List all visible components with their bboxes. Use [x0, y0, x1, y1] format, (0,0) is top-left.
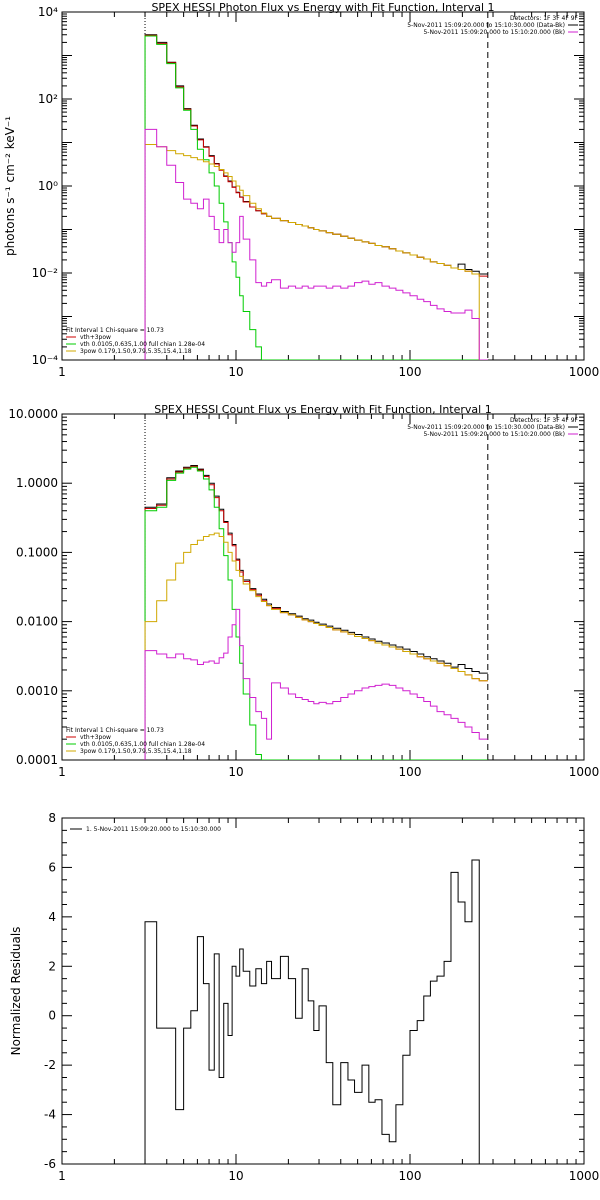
- series-line-vth: [144, 35, 488, 360]
- y-tick-label: 0.0010: [16, 684, 58, 698]
- legend-label: 1. 5-Nov-2011 15:09:20.000 to 15:10:30.0…: [86, 826, 221, 833]
- legend-label: 5-Nov-2011 15:09:20.000 to 15:10:30.000 …: [407, 424, 565, 431]
- legend-header: Detectors: 1F 3F 4F 9F: [510, 15, 579, 22]
- plot-frame: [61, 11, 585, 361]
- x-tick-label: 100: [399, 1169, 422, 1183]
- fit-legend-label: 3pow 0.179,1.50,9.79,5.35,15.4,1.18: [80, 348, 192, 355]
- y-tick-label: 0.1000: [16, 545, 58, 559]
- y-tick-label: 10⁰: [38, 179, 58, 193]
- series-group: [144, 465, 488, 760]
- x-tick-label: 1000: [569, 765, 600, 779]
- fit-legend-label: vth+3pow: [80, 334, 111, 341]
- series-line-3pow: [144, 532, 488, 760]
- chart-title: SPEX HESSI Photon Flux vs Energy with Fi…: [151, 1, 494, 14]
- y-tick-label: 10.0000: [8, 407, 58, 421]
- y-tick-label: 0.0100: [16, 615, 58, 629]
- x-tick-label: 1000: [569, 1169, 600, 1183]
- series-line-vth: [144, 466, 488, 760]
- series-group: [144, 34, 488, 360]
- series-line-data-bk: [144, 34, 488, 360]
- series-line-vth-3pow: [144, 465, 488, 760]
- y-tick-label: 2: [48, 959, 56, 973]
- x-tick-label: 100: [399, 765, 422, 779]
- count-flux-panel: SPEX HESSI Count Flux vs Energy with Fit…: [8, 403, 599, 779]
- chart-title: SPEX HESSI Count Flux vs Energy with Fit…: [154, 403, 491, 416]
- series-line-bk: [144, 128, 488, 360]
- y-tick-label: 0.0001: [16, 753, 58, 767]
- x-tick-label: 1: [58, 765, 66, 779]
- series-group: [144, 859, 488, 1164]
- fit-legend-label: vth 0.0105,0.635,1.00 full chian 1.28e-0…: [80, 341, 205, 348]
- x-tick-label: 1: [58, 1169, 66, 1183]
- legend-header: Detectors: 1F 3F 4F 9F: [510, 417, 579, 424]
- x-tick-label: 10: [228, 1169, 243, 1183]
- y-tick-label: 1.0000: [16, 476, 58, 490]
- y-tick-label: 10⁻²: [32, 266, 59, 280]
- y-tick-label: 10⁴: [38, 5, 58, 19]
- y-tick-label: 10⁻⁴: [32, 353, 59, 367]
- series-line-bk: [144, 608, 488, 760]
- residuals-panel: 1 10 100 1000 -6 -4 -2 0 2 4 6 8 Normalized Residual…: [9, 811, 599, 1183]
- legend-label: 5-Nov-2011 15:09:20.000 to 15:10:20.000 …: [423, 431, 565, 438]
- series-line-vth-3pow: [144, 34, 488, 360]
- x-tick-label: 1: [58, 365, 66, 379]
- y-tick-label: 6: [48, 860, 56, 874]
- y-tick-label: -6: [44, 1157, 56, 1171]
- fit-legend-header: Fit Interval 1 Chi-square = 10.73: [66, 327, 164, 334]
- fit-legend-header: Fit Interval 1 Chi-square = 10.73: [66, 727, 164, 734]
- y-tick-label: 8: [48, 811, 56, 825]
- x-tick-label: 10: [228, 365, 243, 379]
- fit-legend-label: vth+3pow: [80, 734, 111, 741]
- series-line-3pow: [144, 143, 488, 360]
- series-line-residuals: [144, 859, 488, 1164]
- y-axis-title: Normalized Residuals: [9, 927, 23, 1056]
- x-tick-label: 100: [399, 365, 422, 379]
- y-tick-label: -4: [44, 1108, 56, 1122]
- series-line-data-bk: [144, 465, 488, 760]
- plot-frame: [61, 413, 585, 761]
- fit-legend-label: 3pow 0.179,1.50,9.79,5.35,15.4,1.18: [80, 748, 192, 755]
- legend-label: 5-Nov-2011 15:09:20.000 to 15:10:20.000 …: [423, 29, 565, 36]
- y-tick-label: 10²: [38, 92, 58, 106]
- y-tick-label: -2: [44, 1058, 56, 1072]
- legend-label: 5-Nov-2011 15:09:20.000 to 15:10:30.000 …: [407, 22, 565, 29]
- y-axis-title: photons s⁻¹ cm⁻² keV⁻¹: [3, 116, 17, 256]
- x-tick-label: 1000: [569, 365, 600, 379]
- y-tick-label: 0: [48, 1009, 56, 1023]
- y-tick-label: 4: [48, 910, 56, 924]
- photon-flux-panel: SPEX HESSI Photon Flux vs Energy with Fi…: [3, 1, 599, 379]
- x-tick-label: 10: [228, 765, 243, 779]
- plot-frame: [61, 817, 585, 1165]
- fit-legend-label: vth 0.0105,0.635,1.00 full chian 1.28e-0…: [80, 741, 205, 748]
